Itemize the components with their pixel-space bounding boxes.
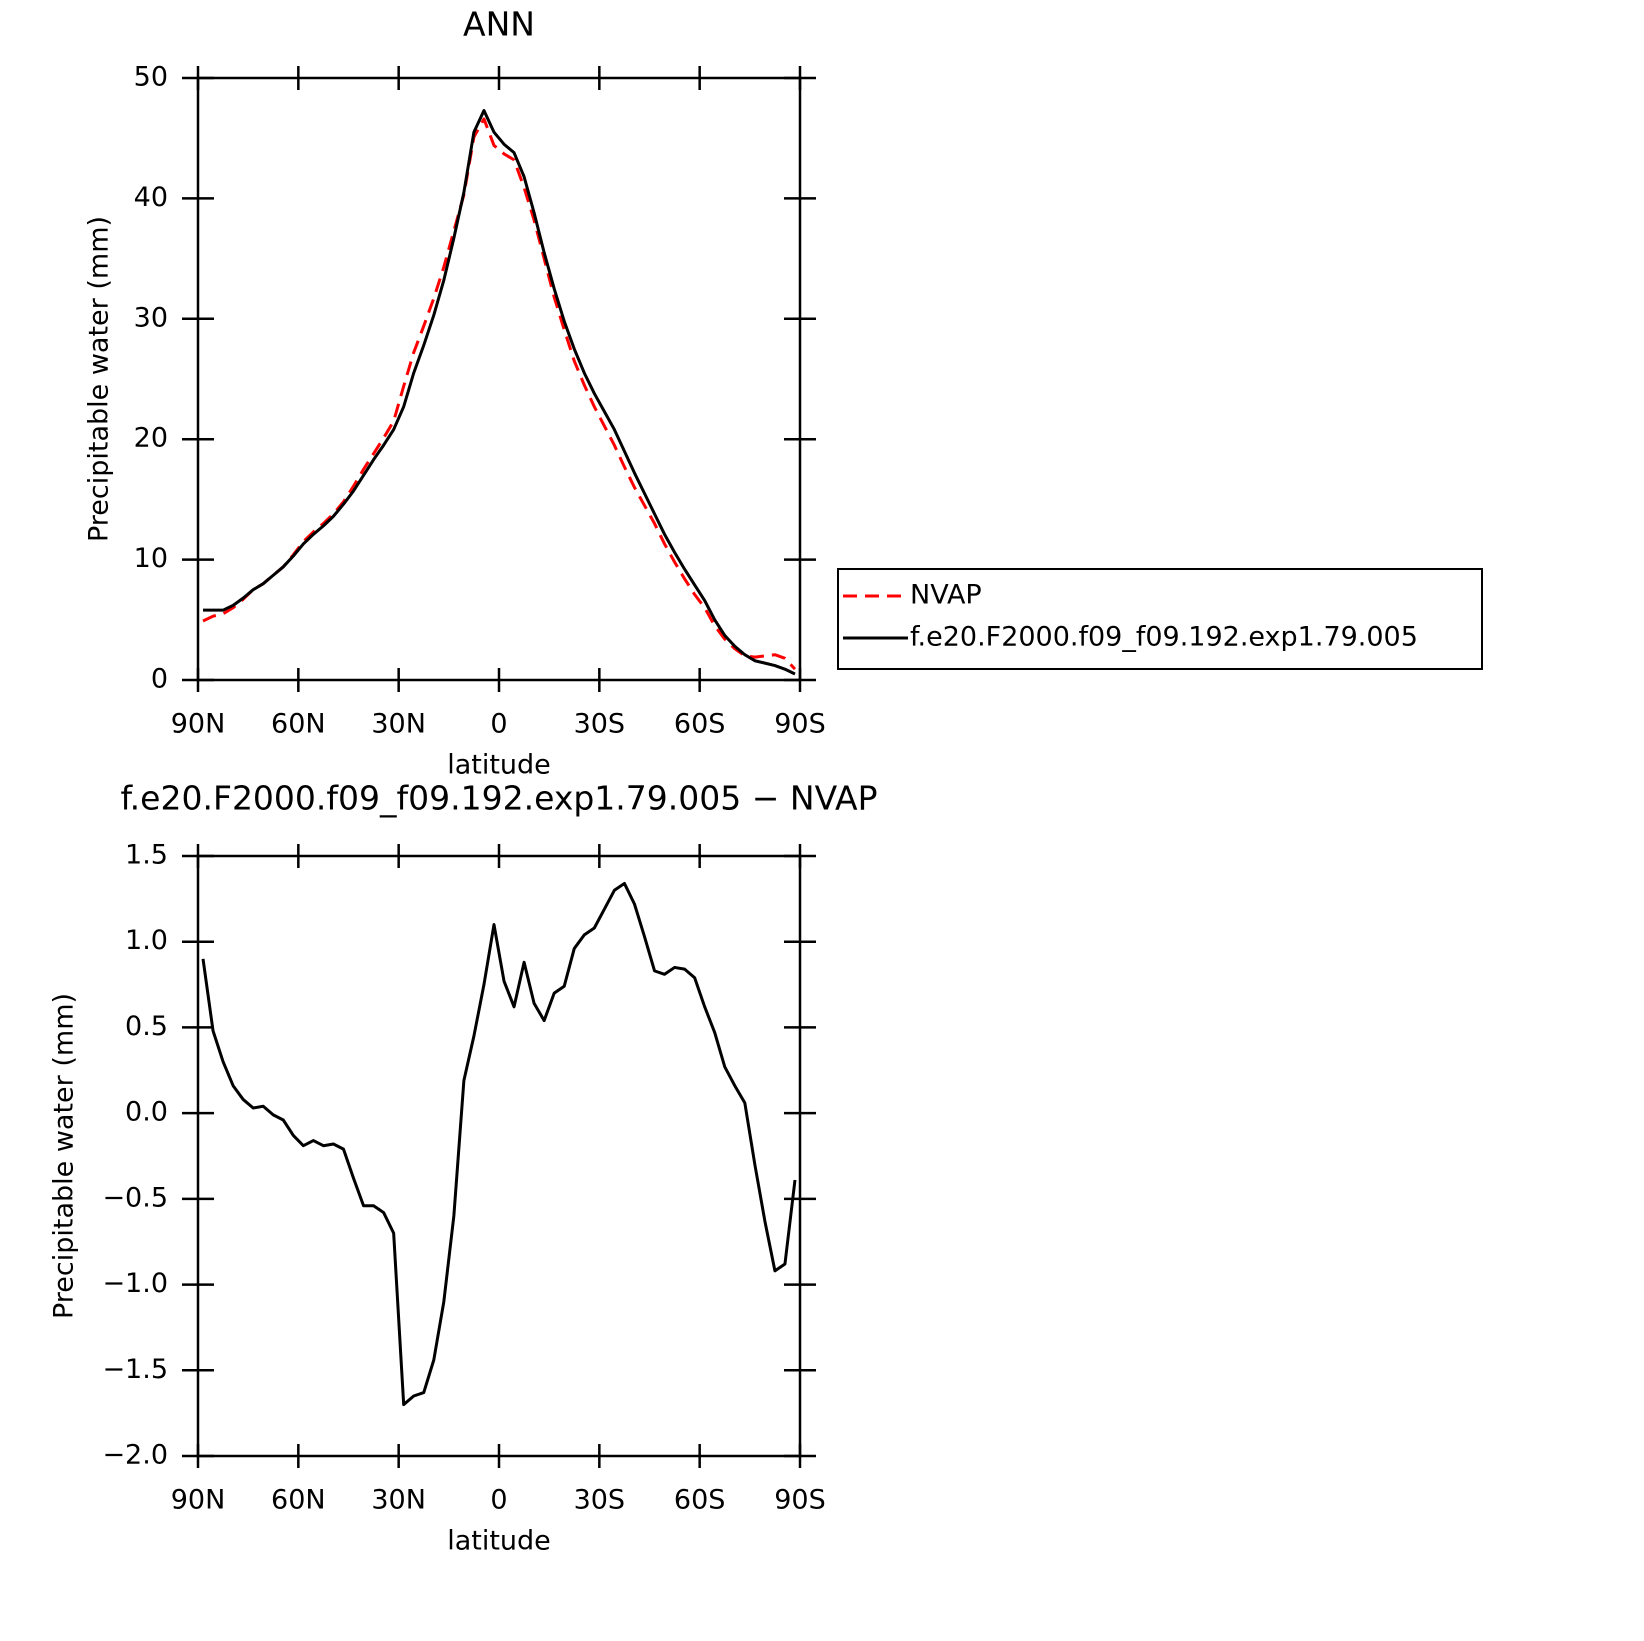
x-tick-label: 30N xyxy=(371,1485,426,1516)
y-tick-label: 50 xyxy=(134,62,168,93)
y-axis-label: Precipitable water (mm) xyxy=(49,993,80,1319)
x-tick-label: 30S xyxy=(574,1485,626,1516)
x-tick-label: 30N xyxy=(371,709,426,740)
x-tick-label: 60N xyxy=(271,709,326,740)
x-tick-label: 0 xyxy=(490,1485,507,1516)
x-tick-label: 90N xyxy=(171,1485,226,1516)
y-tick-label: 40 xyxy=(134,182,168,213)
data-line xyxy=(202,117,797,671)
chart-title: f.e20.F2000.f09_f09.192.exp1.79.005 − NV… xyxy=(120,779,877,818)
x-axis-label: latitude xyxy=(447,1526,551,1557)
plot-frame xyxy=(196,76,802,682)
x-tick-label: 60N xyxy=(271,1485,326,1516)
x-tick-label: 90N xyxy=(171,709,226,740)
y-tick-label: 10 xyxy=(134,543,168,574)
legend-label: NVAP xyxy=(910,580,982,611)
x-tick-label: 90S xyxy=(774,1485,826,1516)
y-tick-label: 0 xyxy=(151,664,168,695)
x-tick-label: 90S xyxy=(774,709,826,740)
y-tick-label: −0.5 xyxy=(102,1182,168,1213)
legend-box xyxy=(837,568,1483,670)
y-tick-label: −1.5 xyxy=(102,1354,168,1385)
x-axis-label: latitude xyxy=(447,750,551,781)
y-tick-label: 1.0 xyxy=(125,925,168,956)
legend-label: f.e20.F2000.f09_f09.192.exp1.79.005 xyxy=(910,622,1418,653)
x-tick-label: 60S xyxy=(674,1485,726,1516)
y-tick-label: −2.0 xyxy=(102,1440,168,1471)
y-tick-label: 20 xyxy=(134,423,168,454)
data-line xyxy=(203,109,796,676)
y-tick-label: 30 xyxy=(134,302,168,333)
data-line xyxy=(201,881,797,1407)
y-tick-label: −1.0 xyxy=(102,1268,168,1299)
y-tick-label: 0.5 xyxy=(125,1011,168,1042)
y-tick-label: 0.0 xyxy=(125,1097,168,1128)
x-tick-label: 60S xyxy=(674,709,726,740)
x-tick-label: 30S xyxy=(574,709,626,740)
y-tick-label: 1.5 xyxy=(125,840,168,871)
x-tick-label: 0 xyxy=(490,709,507,740)
chart-title: ANN xyxy=(463,5,535,44)
y-axis-label: Precipitable water (mm) xyxy=(84,216,115,542)
